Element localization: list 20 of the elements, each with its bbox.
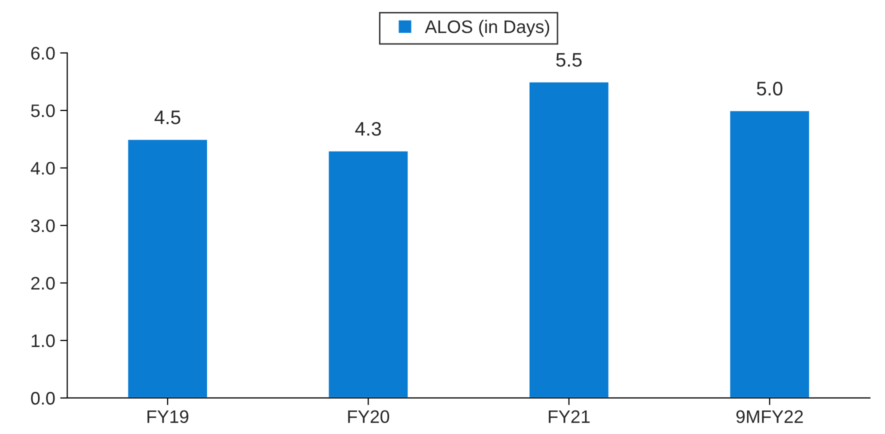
x-tick-label: FY21 (548, 410, 590, 423)
legend-label: ALOS (in Days) (424, 20, 550, 37)
y-tick-label: 1.0 (32, 334, 55, 348)
data-label: 5.0 (756, 82, 782, 96)
x-tick-label: FY20 (348, 410, 390, 424)
bar (327, 150, 410, 398)
bar (528, 81, 610, 398)
y-tick-label: 0.0 (31, 392, 55, 405)
x-tick-label: FY19 (148, 410, 188, 424)
y-tick-label: 3.0 (31, 219, 55, 232)
y-tick-label: 6.0 (31, 46, 55, 60)
data-label: 4.5 (154, 110, 180, 124)
data-label: 5.5 (556, 53, 582, 67)
y-tick-label: 4.0 (30, 162, 55, 175)
bar (728, 110, 810, 398)
y-tick-label: 5.0 (31, 104, 55, 118)
y-tick-label: 2.0 (31, 276, 55, 290)
data-label: 4.3 (355, 122, 381, 136)
x-tick-label: 9MFY22 (736, 410, 803, 424)
bar (126, 138, 208, 398)
